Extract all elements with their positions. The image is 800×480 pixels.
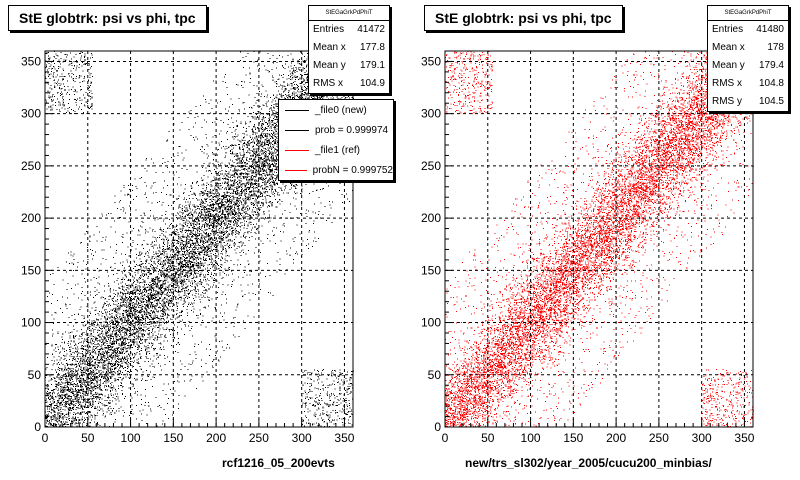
legend-entry: _file0 (new) [279, 100, 393, 120]
x-tick-label: 150 [163, 431, 183, 445]
x-tick-label: 250 [249, 431, 269, 445]
x-tick-label: 0 [42, 431, 49, 445]
left-stats-row: Mean x 177.8 [313, 42, 385, 53]
x-tick-label: 100 [121, 431, 141, 445]
x-tick-label: 100 [521, 431, 541, 445]
y-tick-label: 50 [428, 368, 442, 382]
right-stats-header: StEGaGrkPdPhiT [708, 6, 788, 21]
right-scatter-plot: 0 50 100 150 200 250 300 350 0 50 100 150 200 250 300 3… [421, 50, 755, 445]
legend-entry: prob = 0.999974 [279, 120, 393, 140]
y-tick-label: 150 [21, 263, 41, 277]
x-tick-label: 300 [292, 431, 312, 445]
legend-entry: _file1 (ref) [279, 140, 393, 160]
y-tick-label: 200 [21, 211, 41, 225]
right-histogram-pad: 0 50 100 150 200 250 300 350 0 50 100 150 200 250 300 3… [400, 0, 800, 480]
left-stats-row: Entries 41472 [313, 24, 385, 35]
y-tick-label: 300 [421, 107, 441, 121]
right-stats-row: RMS y 104.5 [712, 96, 784, 107]
x-tick-label: 350 [334, 431, 354, 445]
y-tick-label: 250 [21, 159, 41, 173]
left-stats-box: StEGaGrkPdPhiT Entries 41472 Mean x 177.8 … [308, 5, 390, 94]
right-stats-row: RMS x 104.8 [712, 78, 784, 89]
x-tick-label: 200 [206, 431, 226, 445]
right-stats-row: Entries 41480 [712, 24, 784, 35]
y-tick-label: 350 [21, 54, 41, 68]
y-tick-label: 250 [421, 159, 441, 173]
y-tick-label: 50 [28, 368, 42, 382]
right-x-axis-label: new/trs_sl302/year_2005/cucu200_minbias/ [465, 456, 712, 470]
x-tick-label: 150 [563, 431, 583, 445]
right-stats-row: Mean y 179.4 [712, 60, 784, 71]
left-histogram-pad: 0 50 100 150 200 250 300 350 0 50 100 150 200 250 300 3… [8, 5, 394, 470]
scatter-points [445, 50, 754, 428]
right-stats-row: Mean x 178 [712, 42, 784, 53]
y-tick-label: 300 [21, 107, 41, 121]
y-tick-label: 100 [421, 316, 441, 330]
x-tick-label: 300 [692, 431, 712, 445]
left-scatter-plot: 0 50 100 150 200 250 300 350 0 50 100 150 200 250 300 3… [21, 50, 355, 445]
y-tick-label: 100 [21, 316, 41, 330]
left-stats-row: Mean y 179.1 [313, 60, 385, 71]
y-tick-label: 0 [34, 420, 41, 434]
y-tick-label: 350 [421, 54, 441, 68]
x-tick-label: 50 [481, 431, 495, 445]
left-stats-header: StEGaGrkPdPhiT [309, 6, 389, 21]
y-tick-label: 0 [434, 420, 441, 434]
right-stats-box: StEGaGrkPdPhiT Entries 41480 Mean x 178 Me… [707, 5, 789, 112]
x-tick-label: 250 [649, 431, 669, 445]
left-stats-row: RMS x 104.9 [313, 78, 385, 89]
y-tick-label: 200 [421, 211, 441, 225]
x-tick-label: 200 [606, 431, 626, 445]
x-tick-label: 0 [442, 431, 449, 445]
right-plot-title: StE globtrk: psi vs phi, tpc [424, 5, 623, 31]
x-tick-label: 350 [734, 431, 754, 445]
left-plot-title: StE globtrk: psi vs phi, tpc [8, 5, 207, 31]
left-legend: _file0 (new) prob = 0.999974 _file1 (ref… [278, 99, 394, 181]
x-tick-label: 50 [81, 431, 95, 445]
y-tick-label: 150 [421, 263, 441, 277]
legend-entry: probN = 0.999752 [279, 160, 393, 180]
left-x-axis-label: rcf1216_05_200evts [222, 456, 335, 470]
